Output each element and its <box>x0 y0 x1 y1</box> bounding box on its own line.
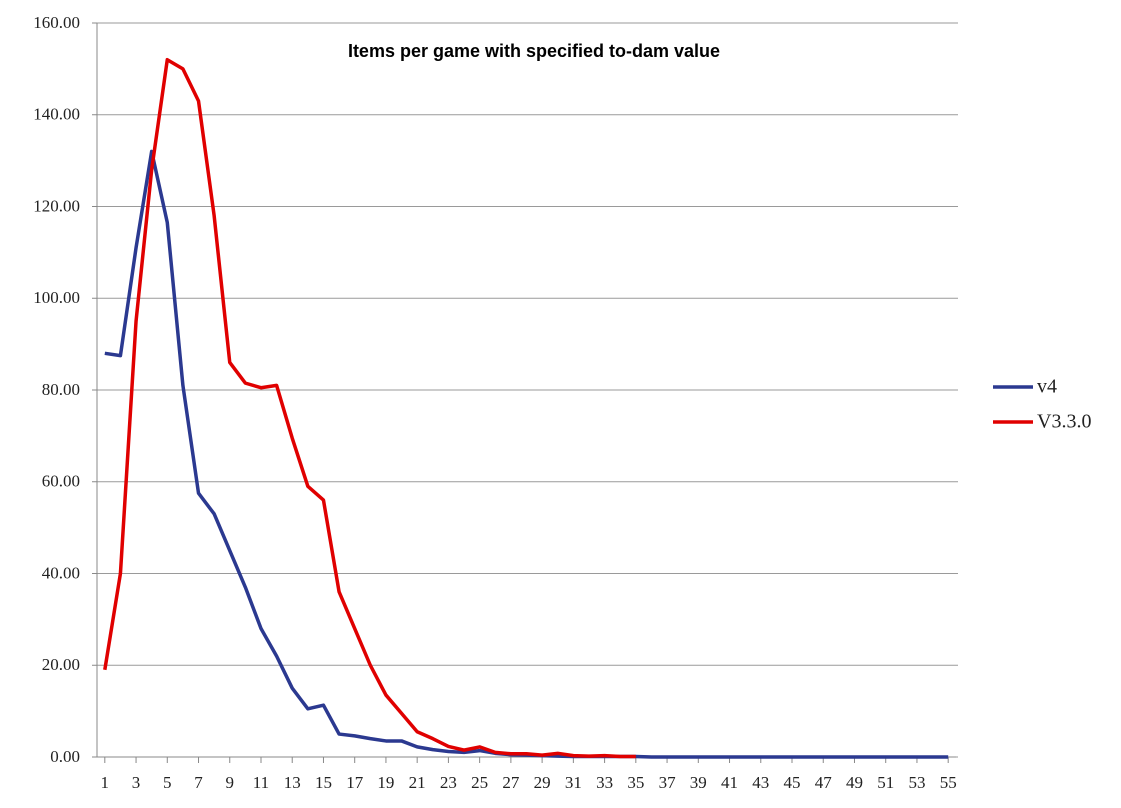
y-tick-label: 40.00 <box>42 563 80 582</box>
x-tick-label: 17 <box>346 773 364 792</box>
x-tick-label: 13 <box>284 773 301 792</box>
x-tick-label: 5 <box>163 773 172 792</box>
x-tick-label: 11 <box>253 773 269 792</box>
y-tick-label: 140.00 <box>33 105 80 124</box>
x-tick-label: 15 <box>315 773 332 792</box>
series-line <box>103 57 636 759</box>
x-tick-label: 47 <box>815 773 833 792</box>
x-tick-label: 27 <box>502 773 520 792</box>
x-tick-label: 1 <box>101 773 110 792</box>
x-tick-label: 53 <box>908 773 925 792</box>
x-tick-label: 45 <box>784 773 801 792</box>
x-tick-label: 7 <box>194 773 203 792</box>
x-tick-label: 37 <box>659 773 677 792</box>
y-tick-label: 60.00 <box>42 472 80 491</box>
x-tick-label: 43 <box>752 773 769 792</box>
x-tick-label: 9 <box>226 773 235 792</box>
x-tick-label: 23 <box>440 773 457 792</box>
x-tick-label: 41 <box>721 773 738 792</box>
x-tick-label: 55 <box>940 773 957 792</box>
x-tick-label: 19 <box>377 773 394 792</box>
x-tick-label: 21 <box>409 773 426 792</box>
y-tick-label: 100.00 <box>33 288 80 307</box>
x-tick-label: 29 <box>534 773 551 792</box>
x-tick-label: 49 <box>846 773 863 792</box>
x-tick-label: 39 <box>690 773 707 792</box>
y-tick-label: 160.00 <box>33 13 80 32</box>
y-tick-label: 20.00 <box>42 655 80 674</box>
x-tick-label: 25 <box>471 773 488 792</box>
x-tick-label: 35 <box>627 773 644 792</box>
x-tick-label: 51 <box>877 773 894 792</box>
y-tick-label: 120.00 <box>33 196 80 215</box>
y-tick-label: 0.00 <box>50 747 80 766</box>
x-tick-label: 31 <box>565 773 582 792</box>
chart-title: Items per game with specified to-dam val… <box>348 41 720 61</box>
series-line <box>104 149 949 759</box>
y-tick-label: 80.00 <box>42 380 80 399</box>
legend-label: v4 <box>1037 376 1057 398</box>
x-tick-label: 33 <box>596 773 613 792</box>
x-tick-label: 3 <box>132 773 141 792</box>
legend-label: V3.3.0 <box>1037 411 1091 433</box>
